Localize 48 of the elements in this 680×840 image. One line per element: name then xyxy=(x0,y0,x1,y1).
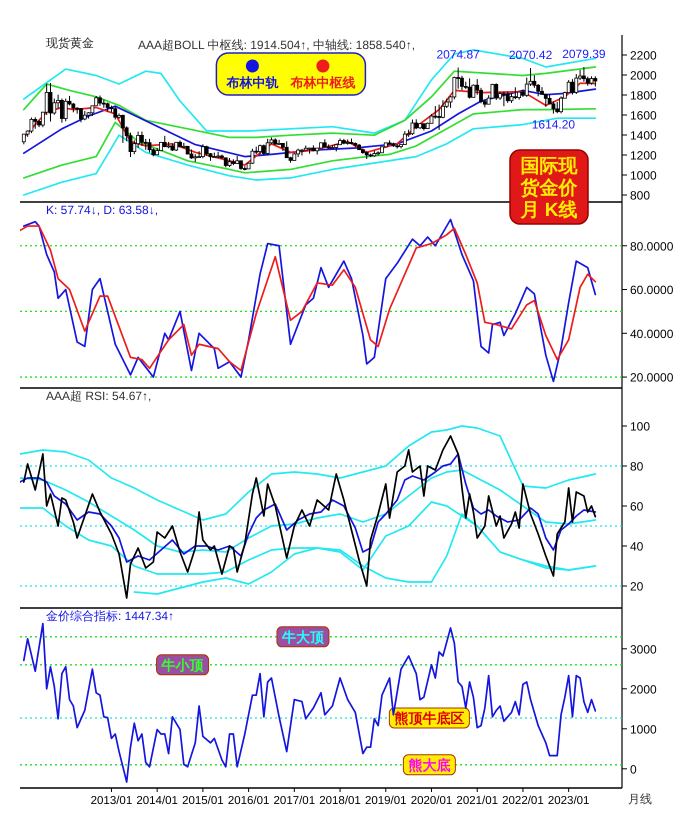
y-tick-label: 80.0000 xyxy=(630,239,674,254)
y-tick-label: 1400 xyxy=(630,128,658,142)
y-tick-label: 800 xyxy=(630,188,650,202)
legend-label: 布林中轨 xyxy=(225,75,278,90)
y-tick-label: 20 xyxy=(630,580,644,594)
x-tick-label: 2019/01 xyxy=(364,795,407,807)
x-tick-label: 2017/01 xyxy=(274,795,316,807)
ref-line-label: 牛大顶 xyxy=(280,628,325,645)
y-tick-label: 1600 xyxy=(630,108,658,122)
annotation: 国际现货金价月 K线 xyxy=(520,156,578,221)
y-tick-label: 2000 xyxy=(630,68,658,82)
y-tick-label: 2000 xyxy=(630,682,658,696)
y-tick-label: 60.0000 xyxy=(630,283,674,298)
y-tick-label: 80 xyxy=(630,460,644,474)
x-tick-label: 2021/01 xyxy=(456,795,498,807)
legend-label: 布林中枢线 xyxy=(289,75,356,90)
chart-title: AAA超 RSI: 54.67↑, xyxy=(46,389,152,403)
chart-title: 现货黄金 xyxy=(46,36,94,50)
ref-line-label: 熊顶牛底区 xyxy=(394,710,464,726)
x-tick-label: 2013/01 xyxy=(90,795,132,807)
x-tick-label: 2020/01 xyxy=(410,795,452,807)
ref-line-label: 牛小顶 xyxy=(160,656,205,673)
x-tick-label: 2023/01 xyxy=(548,795,590,807)
y-tick-label: 100 xyxy=(630,420,650,434)
y-tick-label: 1000 xyxy=(630,722,658,736)
x-tick-label: 2015/01 xyxy=(182,795,224,807)
chart-title: 金价综合指标: 1447.34↑ xyxy=(46,609,174,623)
y-tick-label: 3000 xyxy=(630,642,658,656)
y-tick-label: 40.0000 xyxy=(630,326,674,341)
y-tick-label: 1800 xyxy=(630,88,658,102)
y-tick-label: 60 xyxy=(630,500,644,514)
text: 月线 xyxy=(628,792,652,806)
y-tick-label: 40 xyxy=(630,540,644,554)
annotation: 2070.42 xyxy=(508,48,553,62)
y-tick-label: 1000 xyxy=(630,168,658,182)
annotation: 2079.39 xyxy=(562,47,606,62)
chart-subtitle: AAA超BOLL 中枢线: 1914.504↑, 中轴线: 1858.540↑, xyxy=(138,38,416,52)
ref-line-label: 熊大底 xyxy=(408,756,450,773)
chart-title: K: 57.74↓, D: 63.58↓, xyxy=(46,203,158,217)
x-tick-label: 2014/01 xyxy=(136,795,178,807)
y-tick-label: 20.0000 xyxy=(630,370,674,385)
y-tick-label: 2200 xyxy=(630,48,658,62)
annotation: 1614.20 xyxy=(532,118,576,132)
y-tick-label: 0 xyxy=(630,762,637,776)
x-tick-label: 2022/01 xyxy=(502,795,544,807)
x-tick-label: 2016/01 xyxy=(228,795,270,807)
y-tick-label: 1200 xyxy=(630,148,658,162)
x-tick-label: 2018/01 xyxy=(319,795,361,807)
